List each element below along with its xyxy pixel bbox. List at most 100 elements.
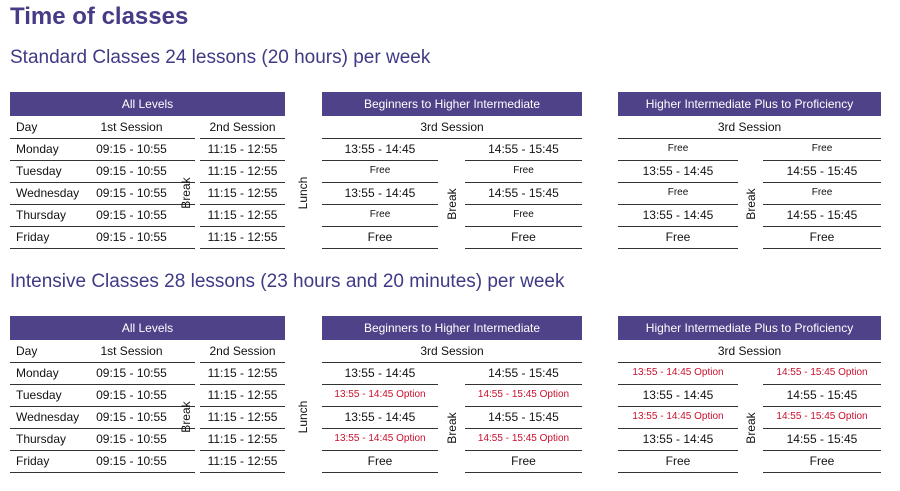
row-line	[763, 428, 881, 429]
table-cell: Wednesday	[16, 186, 80, 200]
table-cell: 09:15 - 10:55	[96, 186, 167, 200]
table-header: Beginners to Higher Intermediate	[322, 92, 582, 116]
row-line	[465, 204, 582, 205]
table-cell: Free	[809, 454, 835, 468]
table-cell: Free	[667, 187, 689, 198]
row-line	[200, 226, 285, 227]
table-cell: 14:55 - 15:45 Option	[477, 389, 570, 400]
table-cell: 09:15 - 10:55	[96, 142, 167, 156]
row-line	[200, 428, 285, 429]
column-header: Day	[16, 344, 38, 358]
table-cell: 14:55 - 15:45 Option	[776, 367, 868, 378]
table-cell: 14:55 - 15:45	[786, 164, 858, 178]
table-cell: 14:55 - 15:45	[786, 208, 858, 222]
row-line	[618, 182, 738, 183]
session-header: 3rd Session	[420, 344, 484, 358]
table-cell: 14:55 - 15:45	[488, 366, 559, 380]
row-line	[618, 160, 738, 161]
table-cell: 14:55 - 15:45	[786, 388, 858, 402]
row-line	[618, 428, 738, 429]
table-cell: 13:55 - 14:45	[344, 410, 416, 424]
row-line	[465, 226, 582, 227]
row-line	[618, 362, 881, 363]
table-cell: 11:15 - 12:55	[207, 142, 278, 156]
table-cell: 09:15 - 10:55	[96, 432, 167, 446]
row-line	[322, 248, 438, 249]
row-line	[763, 406, 881, 407]
row-line	[618, 472, 738, 473]
table-cell: 11:15 - 12:55	[207, 230, 278, 244]
row-line	[763, 204, 881, 205]
table-cell: Free	[811, 187, 833, 198]
lunch-label: Lunch	[296, 176, 310, 210]
table-cell: 14:55 - 15:45 Option	[477, 433, 570, 444]
table-cell: 13:55 - 14:45	[642, 388, 714, 402]
row-line	[200, 160, 285, 161]
row-line	[618, 204, 738, 205]
table-cell: 14:55 - 15:45	[488, 142, 559, 156]
table-cell: Free	[511, 454, 536, 468]
row-line	[763, 226, 881, 227]
break-label: Break	[743, 412, 758, 444]
row-line	[10, 472, 195, 473]
session-header: 3rd Session	[420, 120, 484, 134]
table-cell: 14:55 - 15:45	[488, 186, 559, 200]
table-cell: 09:15 - 10:55	[96, 388, 167, 402]
table-cell: Monday	[16, 142, 59, 156]
row-line	[200, 406, 285, 407]
table-cell: 14:55 - 15:45	[786, 432, 858, 446]
row-line	[10, 450, 195, 451]
row-line	[322, 362, 582, 363]
table-cell: 09:15 - 10:55	[96, 366, 167, 380]
row-line	[322, 384, 438, 385]
row-line	[10, 362, 195, 363]
table-cell: 09:15 - 10:55	[96, 230, 167, 244]
row-line	[200, 248, 285, 249]
row-line	[10, 384, 195, 385]
table-cell: 14:55 - 15:45 Option	[776, 411, 868, 422]
column-header: 2nd Session	[209, 344, 276, 358]
row-line	[618, 226, 738, 227]
table-cell: 13:55 - 14:45	[344, 186, 416, 200]
table-cell: Free	[811, 143, 833, 154]
row-line	[322, 182, 438, 183]
table-cell: 11:15 - 12:55	[207, 186, 278, 200]
table-header: All Levels	[10, 92, 285, 116]
session-header: 3rd Session	[717, 344, 782, 358]
table-cell: 09:15 - 10:55	[96, 208, 167, 222]
table-cell: Friday	[16, 454, 50, 468]
table-cell: Free	[367, 454, 393, 468]
table-cell: 13:55 - 14:45	[642, 208, 714, 222]
table-cell: Friday	[16, 230, 50, 244]
row-line	[10, 428, 195, 429]
row-line	[763, 472, 881, 473]
row-line	[763, 384, 881, 385]
column-header: Day	[16, 120, 38, 134]
row-line	[618, 384, 738, 385]
session-header: 3rd Session	[717, 120, 782, 134]
row-line	[10, 204, 195, 205]
row-line	[465, 450, 582, 451]
row-line	[322, 138, 582, 139]
table-cell: 14:55 - 15:45	[488, 410, 559, 424]
table-header: Higher Intermediate Plus to Proficiency	[618, 316, 881, 340]
table-cell: Free	[809, 230, 835, 244]
row-line	[10, 248, 195, 249]
row-line	[763, 160, 881, 161]
table-cell: Free	[367, 230, 393, 244]
table-cell: Tuesday	[16, 164, 62, 178]
table-cell: 11:15 - 12:55	[207, 410, 278, 424]
row-line	[322, 204, 438, 205]
table-cell: 13:55 - 14:45	[642, 164, 714, 178]
lunch-label: Lunch	[296, 400, 310, 434]
row-line	[465, 160, 582, 161]
row-line	[322, 472, 438, 473]
row-line	[200, 384, 285, 385]
row-line	[763, 248, 881, 249]
break-label: Break	[444, 412, 459, 444]
break-label: Break	[444, 188, 459, 220]
table-header: Higher Intermediate Plus to Proficiency	[618, 92, 881, 116]
break-label: Break	[179, 401, 193, 433]
table-cell: Free	[665, 454, 691, 468]
break-label: Break	[743, 188, 758, 220]
